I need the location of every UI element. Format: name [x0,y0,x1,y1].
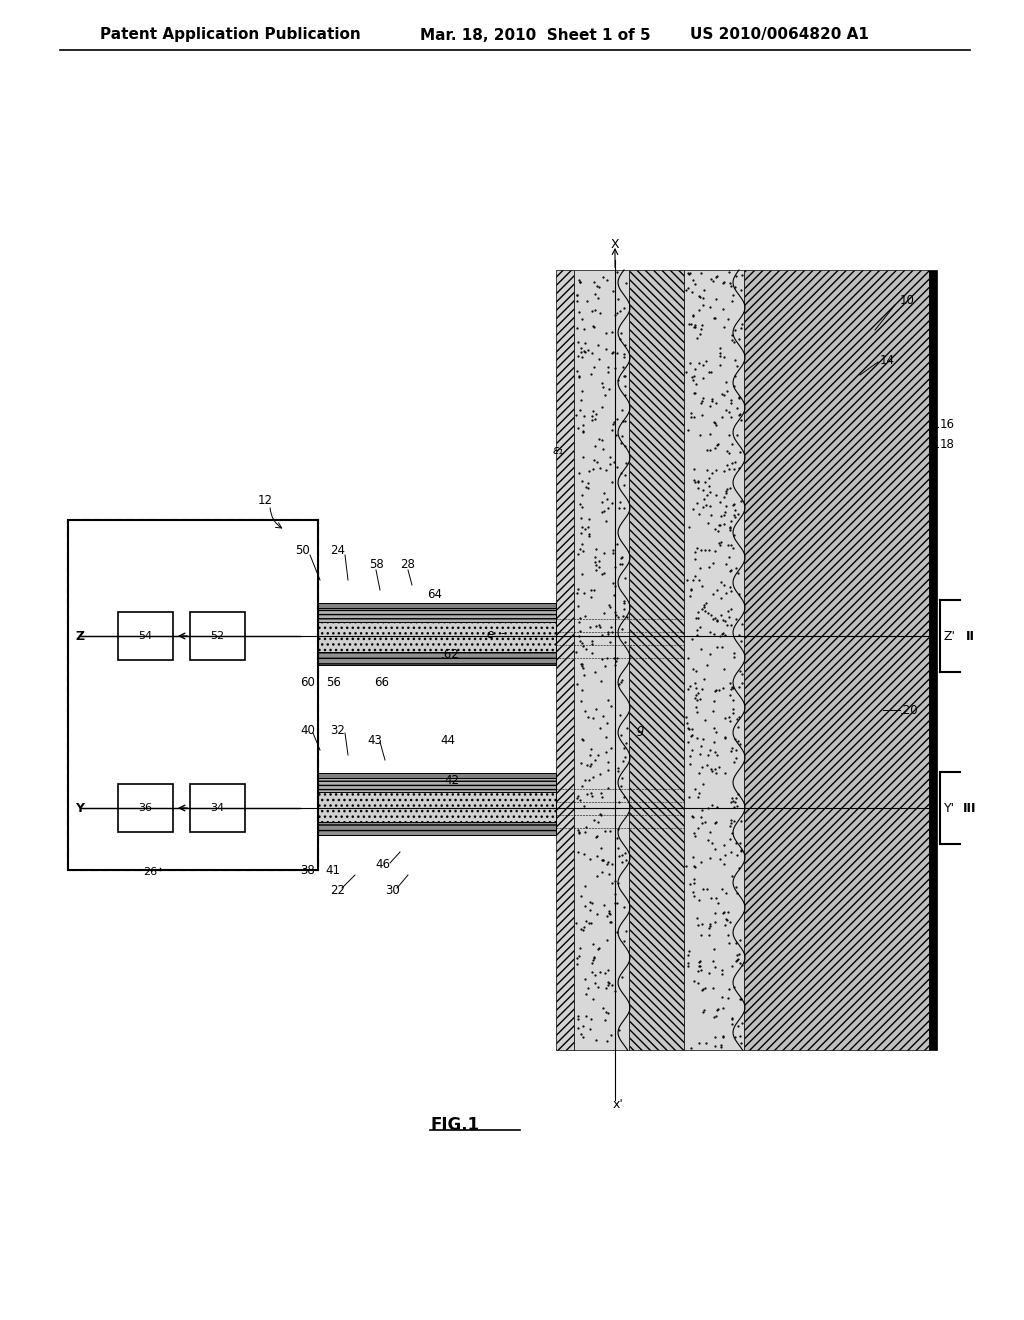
Bar [556,271,574,1049]
Bar [300,792,556,822]
Bar [190,784,245,832]
Text: 58: 58 [369,558,383,572]
Bar [190,612,245,660]
Text: g: g [636,723,644,737]
Text: 12: 12 [257,494,272,507]
Text: 44: 44 [440,734,456,747]
Text: x': x' [612,1098,624,1111]
Text: 60: 60 [301,676,315,689]
Text: Z: Z [76,630,85,643]
Text: 52: 52 [210,631,224,642]
Bar [629,271,684,1049]
Bar [68,520,318,870]
Text: 56: 56 [327,676,341,689]
Text: -: - [501,627,505,640]
Text: 40: 40 [301,723,315,737]
Text: e: e [486,627,494,640]
Text: 64: 64 [427,589,442,602]
Bar [118,612,173,660]
Text: 32: 32 [331,723,345,737]
Bar [68,520,318,870]
Text: 36: 36 [138,803,152,813]
Bar [300,652,556,665]
Text: 14: 14 [880,354,895,367]
Bar [929,271,937,1049]
Bar [684,271,744,1049]
Text: Mar. 18, 2010  Sheet 1 of 5: Mar. 18, 2010 Sheet 1 of 5 [420,28,650,42]
Text: 28: 28 [400,558,416,572]
Bar [300,822,556,836]
Text: II: II [966,630,975,643]
Bar [300,603,556,609]
Text: 22: 22 [331,883,345,896]
Text: 42: 42 [444,774,460,787]
Text: Y': Y' [944,801,955,814]
Text: 41: 41 [326,863,341,876]
Text: Y: Y [76,801,85,814]
Bar [300,622,556,652]
Text: 18: 18 [940,438,954,451]
Text: 10: 10 [900,293,914,306]
Bar [118,784,173,832]
Text: 24: 24 [331,544,345,557]
Text: FIG.1: FIG.1 [430,1115,479,1134]
Text: 34: 34 [210,803,224,813]
Text: ε₁: ε₁ [552,444,563,457]
Bar [300,774,556,777]
Text: 66: 66 [375,676,389,689]
Text: Patent Application Publication: Patent Application Publication [100,28,360,42]
Text: Z': Z' [944,630,956,643]
Text: 16: 16 [940,418,955,432]
Text: 46: 46 [376,858,390,871]
Text: 38: 38 [301,863,315,876]
Text: 50: 50 [295,544,309,557]
Bar [300,777,556,792]
Text: 26: 26 [143,867,157,876]
Bar [300,609,556,622]
Text: 43: 43 [368,734,382,747]
Text: 30: 30 [386,883,400,896]
Text: .62: .62 [440,648,460,661]
Text: X: X [610,239,620,252]
Text: 54: 54 [138,631,152,642]
Bar [574,271,629,1049]
Bar [744,271,929,1049]
Text: US 2010/0064820 A1: US 2010/0064820 A1 [690,28,869,42]
Text: III: III [964,801,977,814]
Text: .20: .20 [900,704,919,717]
